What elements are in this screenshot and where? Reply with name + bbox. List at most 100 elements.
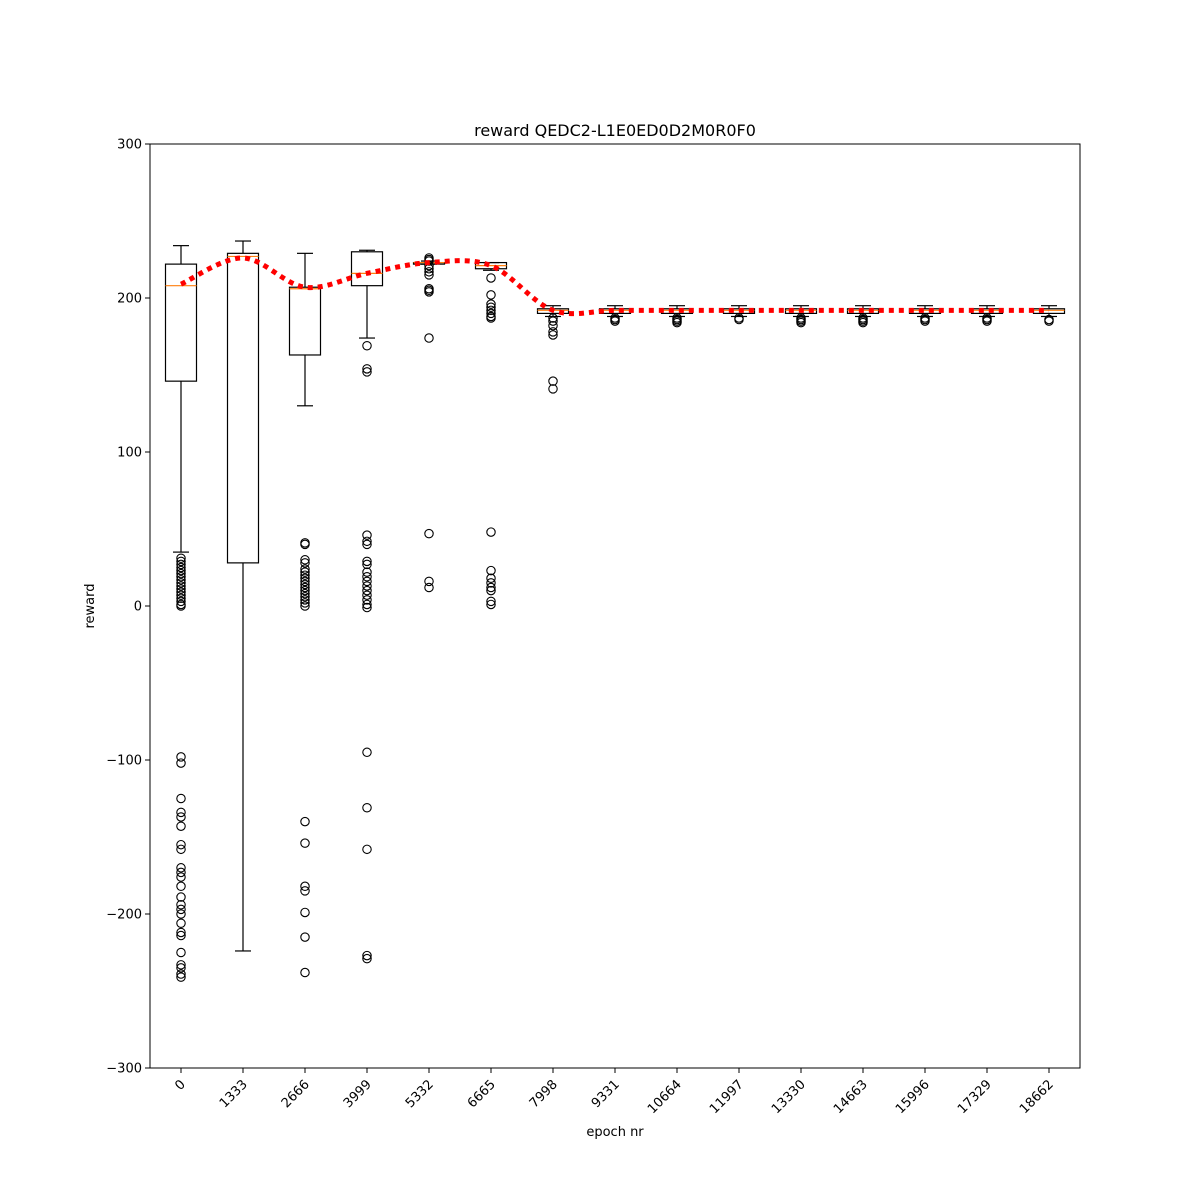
outlier-point xyxy=(176,556,186,567)
outlier-point xyxy=(362,953,372,964)
outlier-point xyxy=(362,559,372,570)
outlier-point xyxy=(486,273,496,283)
outlier-point xyxy=(176,960,186,970)
plot-data-layer xyxy=(164,240,1066,982)
outlier-point xyxy=(300,838,310,848)
outlier-point xyxy=(176,863,186,873)
outlier-point xyxy=(300,576,310,587)
outlier-point xyxy=(176,565,186,576)
outlier-point xyxy=(176,587,186,597)
y-tick-label: −100 xyxy=(106,754,142,769)
outlier-point xyxy=(300,539,310,550)
outlier-point xyxy=(424,528,434,539)
outlier-point xyxy=(300,595,310,605)
outlier-point xyxy=(424,270,434,280)
outlier-point xyxy=(362,595,372,605)
outlier-point xyxy=(486,582,496,593)
box-group xyxy=(226,240,260,952)
outlier-point xyxy=(176,844,186,855)
outlier-point xyxy=(176,867,186,878)
outlier-point xyxy=(176,930,186,941)
y-tick-label: 300 xyxy=(117,138,142,153)
outlier-point xyxy=(300,585,310,596)
outlier-point xyxy=(176,752,186,762)
outlier-point xyxy=(362,802,372,813)
outlier-point xyxy=(362,585,372,596)
outlier-point xyxy=(362,367,372,377)
outlier-point xyxy=(300,598,310,608)
outlier-point xyxy=(176,758,186,768)
outlier-point xyxy=(176,578,186,588)
box-group xyxy=(846,305,880,328)
mean-trend-line xyxy=(179,255,1049,317)
outlier-point xyxy=(362,581,372,591)
outlier-point xyxy=(300,582,310,593)
y-tick-label: 0 xyxy=(134,600,142,615)
box-group xyxy=(474,261,508,610)
outlier-point xyxy=(362,602,372,613)
outlier-point xyxy=(176,881,186,892)
outlier-point xyxy=(362,747,372,758)
outlier-point xyxy=(176,590,186,600)
outlier-point xyxy=(176,821,186,831)
outlier-point xyxy=(362,590,372,600)
outlier-point xyxy=(486,585,496,596)
outlier-point xyxy=(548,376,558,386)
outlier-point xyxy=(486,578,496,588)
outlier-point xyxy=(858,317,868,328)
outlier-point xyxy=(176,584,186,594)
outlier-point xyxy=(300,564,310,574)
outlier-point xyxy=(176,596,186,607)
box-group xyxy=(288,252,322,978)
outlier-point xyxy=(176,969,186,979)
outlier-point xyxy=(300,573,310,584)
outlier-point xyxy=(424,287,434,297)
outlier-point xyxy=(548,330,558,340)
outlier-point xyxy=(176,575,186,585)
outlier-point xyxy=(300,881,310,892)
outlier-point xyxy=(486,527,496,537)
outlier-point xyxy=(300,579,310,590)
outlier-point xyxy=(176,900,186,910)
outlier-point xyxy=(362,576,372,587)
outlier-point xyxy=(796,317,806,328)
outlier-point xyxy=(176,562,186,573)
outlier-point xyxy=(486,308,496,319)
outlier-point xyxy=(548,316,558,326)
y-tick-label: −300 xyxy=(106,1062,142,1077)
outlier-point xyxy=(300,816,310,827)
outlier-point xyxy=(176,904,186,915)
outlier-point xyxy=(176,909,186,919)
chart-title: reward QEDC2-L1E0ED0D2M0R0F0 xyxy=(474,121,756,140)
y-axis-label: reward xyxy=(83,583,98,628)
outlier-point xyxy=(176,793,186,804)
outlier-point xyxy=(486,302,496,312)
outlier-point xyxy=(300,886,310,896)
outlier-point xyxy=(548,313,558,323)
outlier-point xyxy=(424,333,434,343)
outlier-point xyxy=(176,807,186,818)
outlier-point xyxy=(610,316,620,326)
outlier-point xyxy=(362,571,372,582)
box-group xyxy=(350,249,384,964)
outlier-point xyxy=(920,316,930,326)
outlier-point xyxy=(548,320,558,331)
outlier-point xyxy=(176,581,186,591)
outlier-point xyxy=(486,565,496,576)
outlier-point xyxy=(176,812,186,822)
outlier-point xyxy=(300,967,310,978)
outlier-point xyxy=(300,567,310,577)
box-group xyxy=(164,245,198,982)
outlier-point xyxy=(176,553,186,564)
outlier-point xyxy=(486,299,496,309)
outlier-point xyxy=(734,314,744,325)
box-iqr xyxy=(226,252,260,564)
outlier-point xyxy=(362,536,372,547)
x-axis-label: epoch nr xyxy=(586,1125,644,1140)
y-tick-label: −200 xyxy=(106,908,142,923)
outlier-point xyxy=(176,972,186,982)
outlier-point xyxy=(176,571,186,582)
outlier-point xyxy=(486,313,496,323)
outlier-point xyxy=(672,317,682,328)
